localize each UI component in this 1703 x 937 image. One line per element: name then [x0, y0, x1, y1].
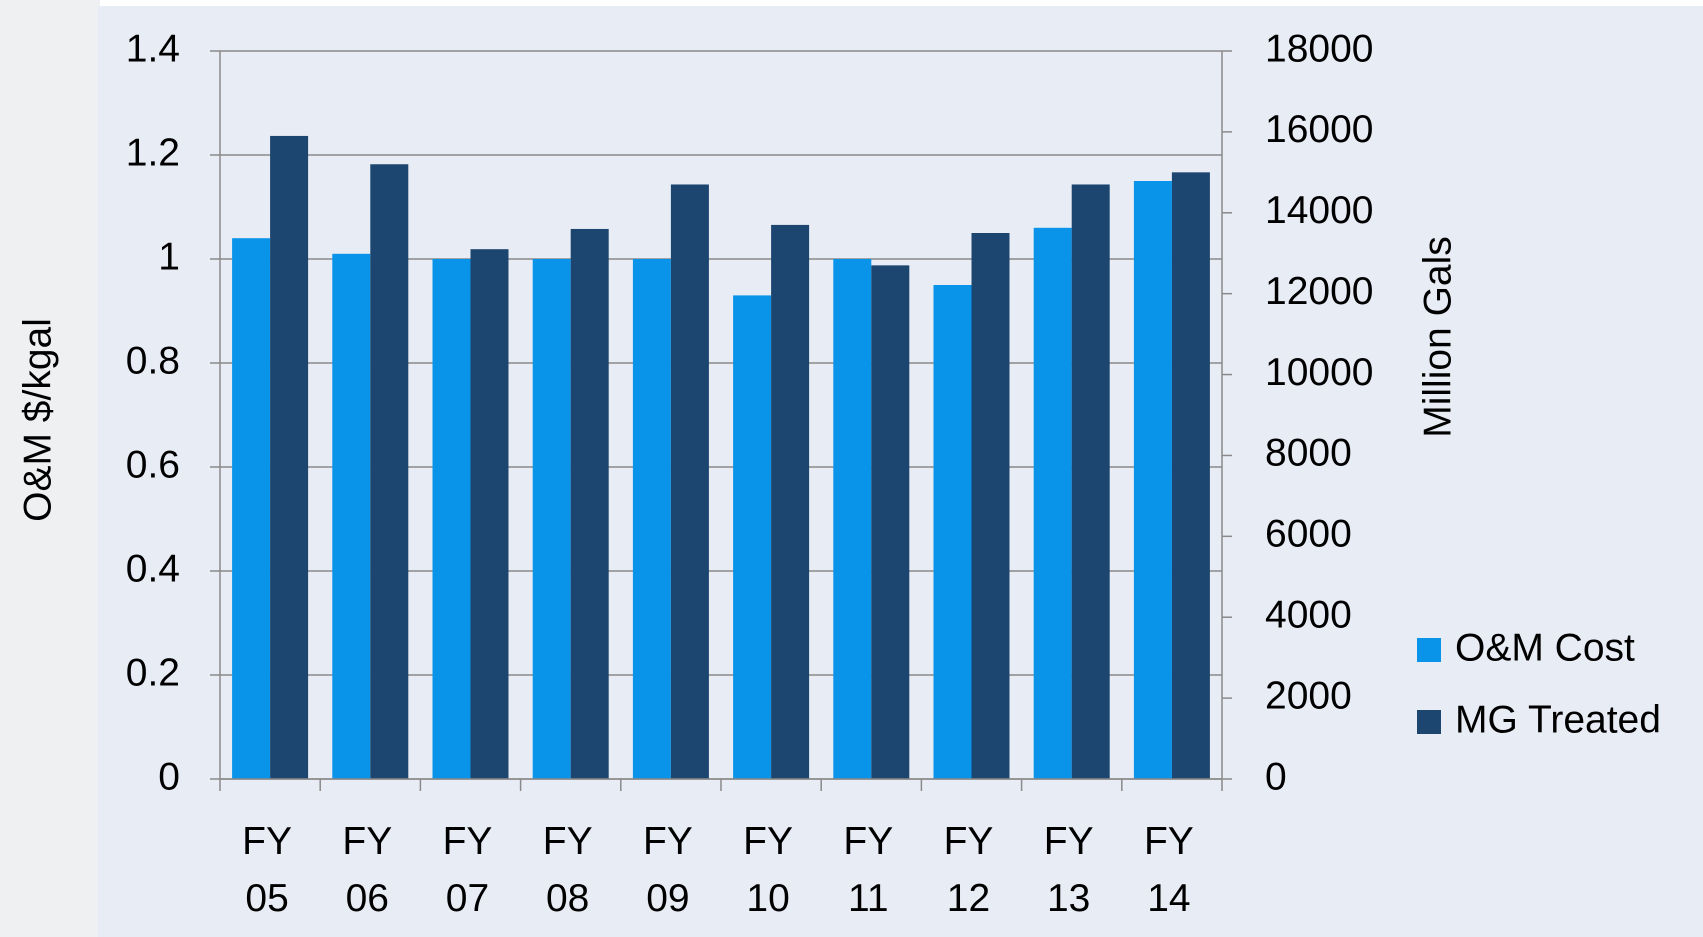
x-tick-label: FY 13 — [1043, 820, 1094, 920]
side-backdrop — [0, 0, 100, 937]
bar — [532, 259, 571, 779]
bar — [1171, 172, 1210, 780]
x-tick-label: FY 06 — [342, 820, 393, 920]
bar — [432, 259, 471, 779]
bar — [733, 295, 772, 779]
x-tick-label: FY 11 — [843, 820, 894, 920]
bar — [470, 249, 509, 779]
bar — [833, 259, 872, 779]
y2-tick-label: 6000 — [1265, 513, 1352, 556]
bar — [232, 238, 271, 779]
y-tick-label: 0.6 — [126, 443, 180, 486]
y-tick-label: 0.4 — [126, 547, 180, 590]
x-tick-label: FY 14 — [1143, 820, 1194, 920]
x-tick-label: FY 08 — [542, 820, 593, 920]
legend-swatch — [1417, 638, 1441, 662]
legend-swatch — [1417, 710, 1441, 734]
bar — [771, 224, 810, 779]
y2-tick-label: 4000 — [1265, 594, 1352, 637]
y2-axis-title: Million Gals — [1416, 236, 1459, 438]
y2-tick-label: 16000 — [1265, 108, 1373, 151]
x-tick-label: FY 07 — [442, 820, 493, 920]
legend-label: O&M Cost — [1455, 626, 1635, 669]
y-tick-label: 0 — [158, 755, 180, 798]
y2-tick-label: 2000 — [1265, 674, 1352, 717]
bar — [632, 259, 671, 779]
y-axis-title: O&M $/kgal — [16, 318, 59, 522]
y2-tick-label: 10000 — [1265, 351, 1373, 394]
x-tick-label: FY 05 — [242, 820, 293, 920]
x-tick-label: FY 12 — [943, 820, 994, 920]
y-tick-label: 1.2 — [126, 131, 180, 174]
x-tick-label: FY 09 — [642, 820, 693, 920]
y2-tick-label: 8000 — [1265, 432, 1352, 475]
bar — [971, 233, 1010, 779]
legend-label: MG Treated — [1455, 698, 1661, 741]
x-tick-label: FY 10 — [743, 820, 794, 920]
y-tick-label: 1 — [158, 235, 180, 278]
y2-tick-label: 18000 — [1265, 27, 1373, 70]
y-tick-label: 0.8 — [126, 339, 180, 382]
bar — [871, 265, 910, 779]
y2-tick-label: 0 — [1265, 755, 1287, 798]
y-tick-label: 0.2 — [126, 651, 180, 694]
y-tick-label: 1.4 — [126, 27, 180, 70]
y2-tick-label: 12000 — [1265, 270, 1373, 313]
bar — [933, 285, 972, 779]
bar — [570, 228, 609, 779]
bar — [670, 184, 709, 779]
bar — [1071, 184, 1110, 779]
y2-tick-label: 14000 — [1265, 189, 1373, 232]
bar — [270, 135, 309, 779]
bar — [1033, 227, 1072, 780]
bar — [370, 164, 409, 779]
bar — [332, 253, 371, 780]
bar — [1133, 181, 1172, 779]
